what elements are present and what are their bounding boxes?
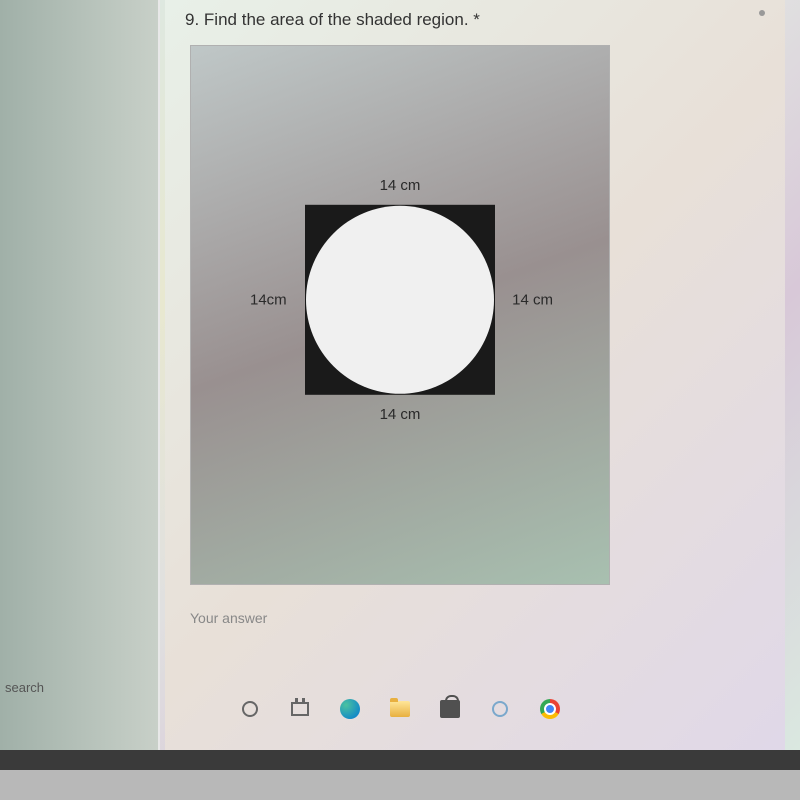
figure-shapes: 14 cm 14cm 14 cm 14 cm xyxy=(305,205,495,395)
microsoft-store-icon[interactable] xyxy=(439,698,461,720)
file-explorer-icon[interactable] xyxy=(389,698,411,720)
dimension-label-right: 14 cm xyxy=(512,291,553,308)
chrome-browser-icon[interactable] xyxy=(539,698,561,720)
dimension-label-left: 14cm xyxy=(250,291,287,308)
windows-taskbar xyxy=(239,698,561,720)
answer-input-placeholder[interactable]: Your answer xyxy=(190,610,765,626)
question-card: 9. Find the area of the shaded region. *… xyxy=(165,0,785,750)
dimension-label-top: 14 cm xyxy=(380,177,421,194)
cortana-icon[interactable] xyxy=(239,698,261,720)
question-prompt: 9. Find the area of the shaded region. * xyxy=(185,10,765,30)
edge-browser-icon[interactable] xyxy=(339,698,361,720)
page-dot-indicator xyxy=(759,10,765,16)
required-asterisk: * xyxy=(473,10,480,29)
settings-cortana-icon[interactable] xyxy=(489,698,511,720)
question-body: Find the area of the shaded region. xyxy=(204,10,469,29)
os-search-label[interactable]: search xyxy=(5,680,44,695)
outer-square-shaded xyxy=(305,205,495,395)
dimension-label-bottom: 14 cm xyxy=(380,406,421,423)
geometry-figure: 14 cm 14cm 14 cm 14 cm xyxy=(190,45,610,585)
inner-circle-unshaded xyxy=(306,206,494,394)
task-view-icon[interactable] xyxy=(289,698,311,720)
left-panel xyxy=(0,0,160,750)
question-number: 9. xyxy=(185,10,199,29)
screen-content: 9. Find the area of the shaded region. *… xyxy=(0,0,800,770)
